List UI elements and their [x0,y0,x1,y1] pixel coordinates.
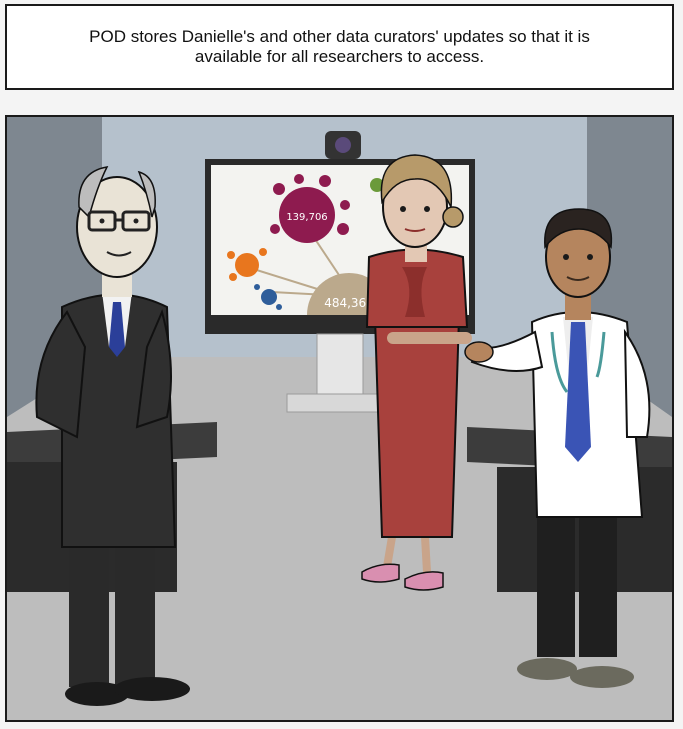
bubble-large-purple [279,187,335,243]
bubble-orange [235,253,259,277]
tie [109,302,125,357]
comic-panel: 139,706 484,367 [5,115,674,722]
stethoscope-icon [550,331,569,393]
scene-illustration: 139,706 484,367 [7,117,672,720]
left-shoe [65,682,129,706]
doctor-tie [565,322,591,462]
value-bottom: 484,367 [324,296,374,310]
doctor-right-shoe [570,666,634,688]
man-left [35,166,190,706]
right-heel [404,571,444,591]
caption-text: POD stores Danielle's and other data cur… [89,27,590,66]
woman-center [361,154,472,591]
bubble-blue [261,289,277,305]
monitor-stand [316,333,364,395]
left-heel [361,563,400,583]
caption-box: POD stores Danielle's and other data cur… [5,4,674,90]
doctor-right [464,208,651,688]
right-shoe [114,677,190,701]
man-left-head [76,176,158,278]
doctor-left-shoe [517,658,577,680]
value-top: 139,706 [286,212,327,223]
